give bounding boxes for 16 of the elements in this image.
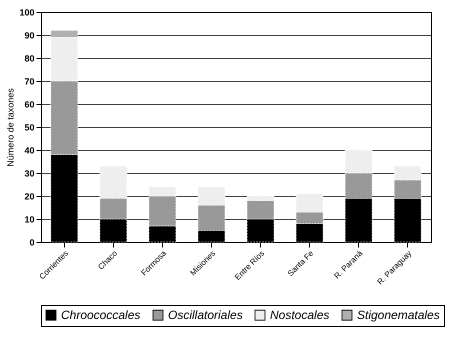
y-tick-label: 40 (24, 146, 34, 156)
legend-label: Nostocales (270, 308, 330, 322)
y-tick-label: 50 (24, 122, 34, 132)
y-tick-label: 0 (29, 238, 34, 248)
y-axis-title: Número de taxones (5, 88, 16, 167)
y-tick-label: 10 (24, 214, 34, 224)
y-tick-label: 100 (19, 8, 34, 18)
legend-label: Chroococcales (61, 308, 140, 322)
y-tick-label: 20 (24, 192, 34, 202)
y-tick-label: 80 (24, 54, 34, 64)
legend-label: Oscillatoriales (168, 308, 243, 322)
y-tick-label: 30 (24, 168, 34, 178)
legend-label: Stigonematales (357, 308, 440, 322)
y-tick-label: 60 (24, 100, 34, 110)
y-tick-label: 90 (24, 30, 34, 40)
y-tick-label: 70 (24, 76, 34, 86)
